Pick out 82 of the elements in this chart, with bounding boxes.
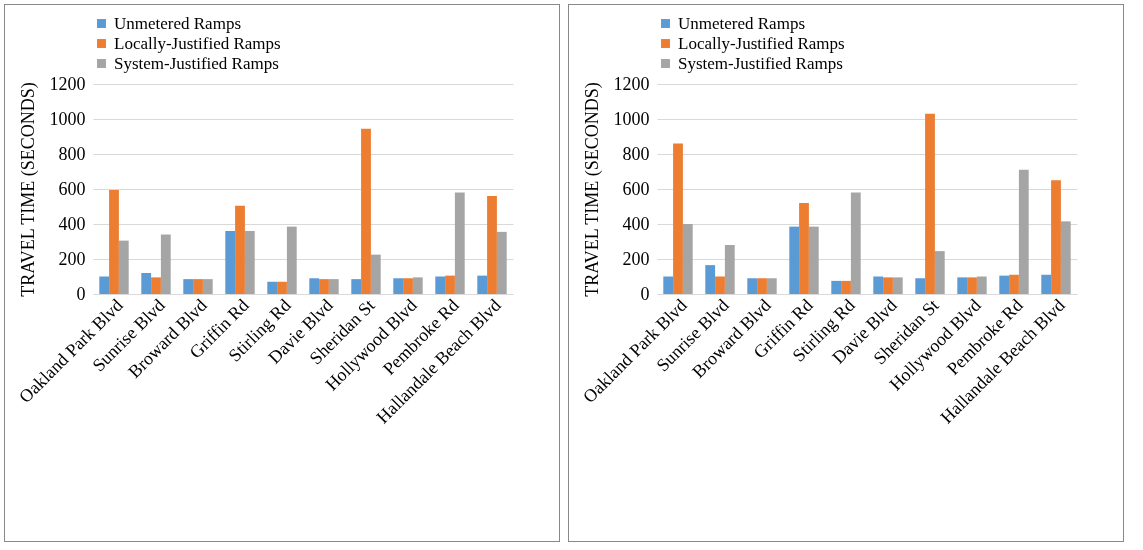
bar [873, 276, 884, 294]
bar [496, 231, 507, 294]
bar [1018, 169, 1029, 294]
y-tick-label: 200 [622, 248, 650, 269]
legend-label: Unmetered Ramps [678, 13, 805, 33]
y-tick-label: 600 [58, 178, 86, 199]
bar [412, 277, 423, 294]
y-tick-label: 600 [622, 178, 650, 199]
bar [118, 240, 129, 294]
bar [724, 245, 735, 294]
bar [766, 278, 777, 294]
bar [267, 281, 278, 294]
bar [883, 277, 893, 294]
legend-label: Unmetered Ramps [114, 13, 241, 33]
y-tick-label: 400 [622, 213, 650, 234]
bar [403, 278, 413, 294]
y-tick-label: 1200 [49, 73, 86, 94]
bar [808, 226, 819, 294]
bar [235, 205, 245, 294]
y-tick-label: 800 [622, 143, 650, 164]
bar [477, 275, 488, 294]
bar [747, 278, 758, 294]
bar [925, 113, 935, 294]
y-tick-label: 1200 [613, 73, 650, 94]
bar [892, 277, 903, 294]
y-tick-label: 1000 [49, 108, 86, 129]
bar [1060, 221, 1071, 294]
bar [663, 276, 674, 294]
bar [328, 279, 339, 294]
bar [225, 231, 236, 294]
legend-label: System-Justified Ramps [678, 53, 843, 73]
bar [682, 224, 693, 294]
y-tick-label: 800 [58, 143, 86, 164]
bar [831, 280, 842, 294]
bar [151, 277, 161, 294]
bar [183, 279, 194, 294]
bar [109, 189, 119, 294]
bar [715, 276, 725, 294]
bar [757, 278, 767, 294]
y-tick-label: 400 [58, 213, 86, 234]
bar [309, 278, 320, 294]
bar [445, 275, 455, 294]
bar [454, 192, 465, 294]
bar [193, 279, 203, 294]
bar [999, 275, 1010, 294]
bar [351, 279, 362, 294]
y-axis-title: TRAVEL TIME (SECONDS) [581, 82, 603, 297]
bar [277, 281, 287, 294]
bar [435, 276, 446, 294]
bar [319, 279, 329, 294]
legend-label: System-Justified Ramps [114, 53, 279, 73]
bar [976, 276, 987, 294]
bar [1051, 180, 1061, 294]
bar [841, 280, 851, 294]
bar [799, 203, 809, 294]
bar [361, 128, 371, 294]
y-tick-label: 1000 [613, 108, 650, 129]
y-tick-label: 200 [58, 248, 86, 269]
y-tick-label: 0 [76, 283, 86, 304]
bar [934, 251, 945, 294]
legend-label: Locally-Justified Ramps [678, 33, 845, 53]
legend-label: Locally-Justified Ramps [114, 33, 281, 53]
bar [370, 254, 381, 294]
y-tick-label: 0 [640, 283, 650, 304]
bar [850, 192, 861, 294]
bar [202, 279, 213, 294]
bar [286, 226, 297, 294]
bar [141, 273, 152, 294]
bar [244, 231, 255, 294]
bar [915, 278, 926, 294]
bar [1009, 274, 1019, 294]
bar [967, 277, 977, 294]
bar [957, 277, 968, 294]
y-axis-title: TRAVEL TIME (SECONDS) [17, 82, 39, 297]
bar [1041, 274, 1052, 294]
bar [99, 276, 110, 294]
bar [673, 143, 683, 294]
bar [393, 278, 404, 294]
bar [789, 226, 800, 294]
bar [160, 234, 171, 294]
bar [487, 196, 497, 294]
bar [705, 265, 716, 294]
